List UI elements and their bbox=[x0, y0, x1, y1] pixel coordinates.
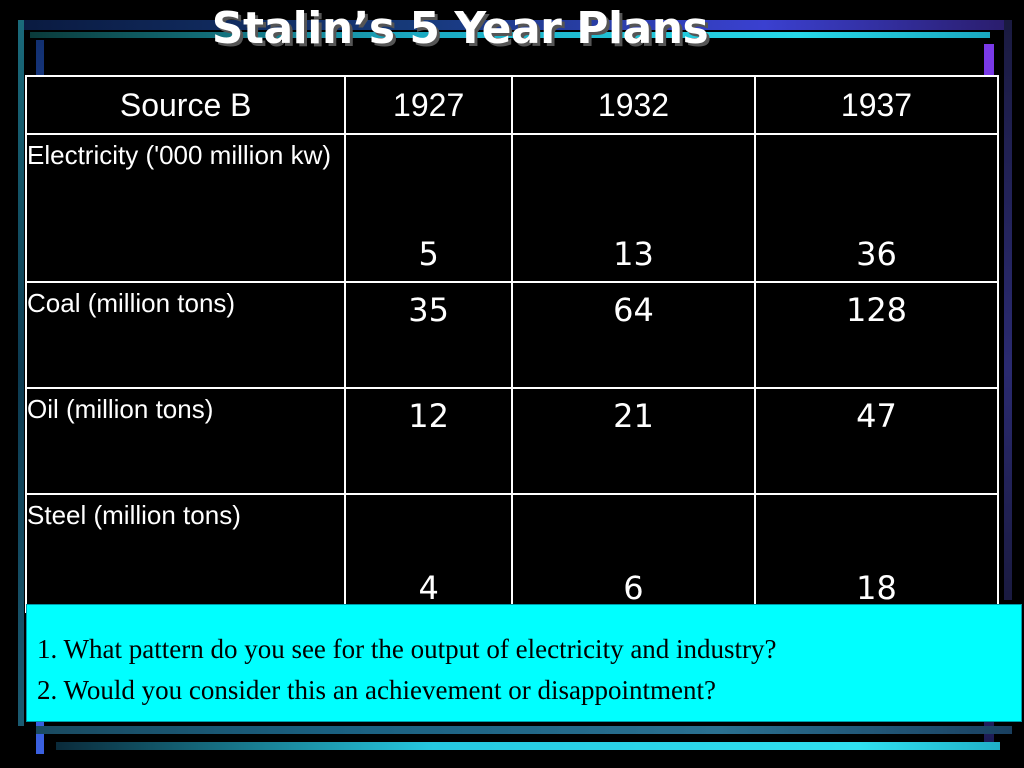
cell-steel-1932: 6 bbox=[510, 493, 756, 613]
cell-steel-1927: 4 bbox=[344, 493, 513, 613]
cell-oil-1927: 12 bbox=[344, 387, 513, 495]
table-row-oil: Oil (million tons) 12 21 47 bbox=[24, 387, 1000, 495]
cell-oil-1937: 47 bbox=[753, 387, 1000, 495]
question-1: 1. What pattern do you see for the outpu… bbox=[37, 634, 777, 664]
question-box: 1. What pattern do you see for the outpu… bbox=[26, 604, 1022, 722]
header-source: Source B bbox=[24, 75, 347, 135]
cell-electricity-1932: 13 bbox=[510, 133, 756, 283]
cell-electricity-1937: 36 bbox=[753, 133, 1000, 283]
data-table: Source B 1927 1932 1937 Electricity ('00… bbox=[24, 75, 1000, 613]
table-row-coal: Coal (million tons) 35 64 128 bbox=[24, 281, 1000, 389]
row-label-coal: Coal (million tons) bbox=[24, 281, 347, 389]
decorative-bar-right-accent bbox=[1004, 20, 1012, 600]
cell-coal-1927: 35 bbox=[344, 281, 513, 389]
cell-oil-1932: 21 bbox=[510, 387, 756, 495]
cell-steel-1937: 18 bbox=[753, 493, 1000, 613]
row-label-steel: Steel (million tons) bbox=[24, 493, 347, 613]
table-header-row: Source B 1927 1932 1937 bbox=[24, 75, 1000, 135]
decorative-bar-top-accent bbox=[30, 32, 990, 38]
header-year-1937: 1937 bbox=[753, 75, 1000, 135]
question-2: 2. Would you consider this an achievemen… bbox=[37, 675, 716, 705]
header-year-1932: 1932 bbox=[510, 75, 756, 135]
slide-title: Stalin’s 5 Year Plans bbox=[211, 3, 709, 54]
header-year-1927: 1927 bbox=[344, 75, 513, 135]
cell-coal-1937: 128 bbox=[753, 281, 1000, 389]
cell-electricity-1927: 5 bbox=[344, 133, 513, 283]
decorative-bar-left bbox=[18, 20, 24, 726]
table-row-electricity: Electricity ('000 million kw) 5 13 36 bbox=[24, 133, 1000, 283]
decorative-bar-top bbox=[20, 20, 1012, 30]
row-label-oil: Oil (million tons) bbox=[24, 387, 347, 495]
cell-coal-1932: 64 bbox=[510, 281, 756, 389]
decorative-bar-bottom bbox=[36, 726, 1012, 734]
table-row-steel: Steel (million tons) 4 6 18 bbox=[24, 493, 1000, 613]
row-label-electricity: Electricity ('000 million kw) bbox=[24, 133, 347, 283]
decorative-bar-bottom-accent bbox=[56, 742, 1000, 750]
